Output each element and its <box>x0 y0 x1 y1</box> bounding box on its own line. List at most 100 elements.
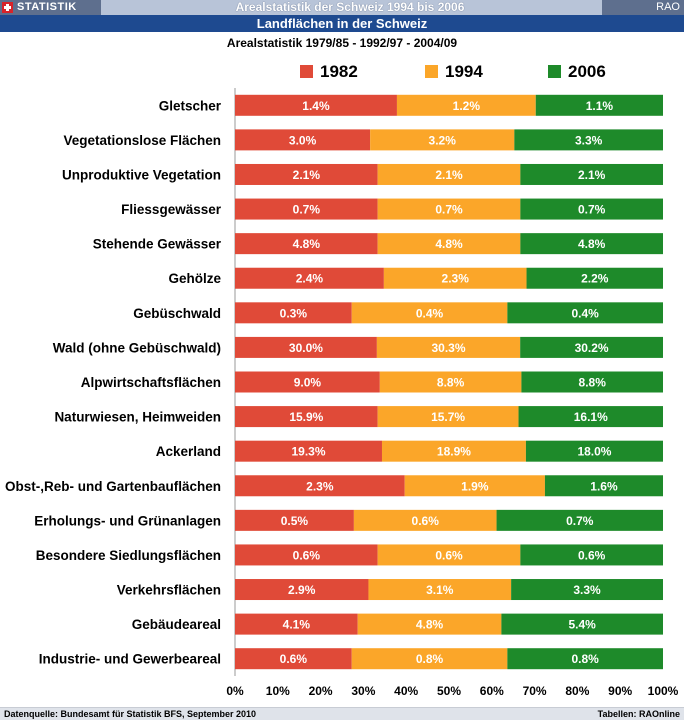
x-tick-label-10: 100% <box>648 684 679 698</box>
data-label-2006-9: 16.1% <box>574 410 608 424</box>
bar-segment-2006-13 <box>520 544 663 566</box>
bar-segment-2006-9 <box>518 406 663 428</box>
bar-segment-1982-3 <box>235 198 378 220</box>
category-label-5: Gehölze <box>168 271 221 286</box>
data-label-1994-8: 8.8% <box>437 376 465 390</box>
data-label-1982-15: 4.1% <box>283 618 311 632</box>
bar-segment-2006-11 <box>544 475 663 497</box>
data-label-2006-6: 0.4% <box>572 306 600 320</box>
data-label-1994-14: 3.1% <box>426 583 454 597</box>
category-label-8: Alpwirtschaftsflächen <box>81 375 221 390</box>
category-label-11: Obst-,Reb- und Gartenbauflächen <box>5 479 221 494</box>
category-label-13: Besondere Siedlungsflächen <box>36 548 221 563</box>
bar-segment-1994-13 <box>377 544 521 566</box>
chart-title: Arealstatistik 1979/85 - 1992/97 - 2004/… <box>226 36 458 50</box>
bar-segment-1994-15 <box>357 613 502 635</box>
category-label-3: Fliessgewässer <box>121 202 222 217</box>
legend-swatch-2006 <box>548 65 561 78</box>
data-label-1982-8: 9.0% <box>294 376 322 390</box>
category-label-0: Gletscher <box>159 98 222 113</box>
data-label-2006-5: 2.2% <box>581 272 609 286</box>
data-label-2006-15: 5.4% <box>569 618 597 632</box>
bar-segment-1994-7 <box>376 336 521 358</box>
top-bar: STATISTIK Arealstatistik der Schweiz 199… <box>0 0 684 15</box>
footer-credit: Tabellen: RAOnline <box>597 709 680 719</box>
bar-segment-1994-3 <box>377 198 521 220</box>
bar-segment-2006-1 <box>514 129 663 151</box>
bar-segment-1994-11 <box>404 475 545 497</box>
category-label-12: Erholungs- und Grünanlagen <box>34 513 221 528</box>
bar-segment-1982-13 <box>235 544 378 566</box>
x-tick-label-2: 20% <box>309 684 333 698</box>
bar-segment-1994-16 <box>351 648 508 670</box>
data-label-2006-16: 0.8% <box>572 652 600 666</box>
data-label-1994-9: 15.7% <box>431 410 465 424</box>
bar-segment-2006-7 <box>520 336 663 358</box>
category-label-7: Wald (ohne Gebüschwald) <box>53 340 221 355</box>
data-label-1994-5: 2.3% <box>442 272 470 286</box>
bar-segment-1982-7 <box>235 336 377 358</box>
rao-badge[interactable]: RAO <box>602 0 684 15</box>
bar-segment-1982-5 <box>235 267 384 289</box>
bar-segment-2006-15 <box>501 613 663 635</box>
data-label-2006-4: 4.8% <box>578 237 606 251</box>
data-label-1994-10: 18.9% <box>437 445 471 459</box>
bar-segment-2006-3 <box>520 198 663 220</box>
data-label-2006-10: 18.0% <box>577 445 611 459</box>
page-title: Arealstatistik der Schweiz 1994 bis 2006 <box>235 0 465 14</box>
bar-segment-1982-12 <box>235 509 354 531</box>
legend-label-1982: 1982 <box>320 62 358 81</box>
data-label-1982-4: 4.8% <box>293 237 321 251</box>
section-title: Landflächen in der Schweiz <box>0 15 684 32</box>
data-label-2006-11: 1.6% <box>590 479 618 493</box>
swiss-cross-icon <box>2 2 13 13</box>
brand-badge[interactable]: STATISTIK <box>0 0 101 15</box>
bar-segment-1982-10 <box>235 440 382 462</box>
category-label-6: Gebüschwald <box>133 306 221 321</box>
bar-segment-1994-9 <box>377 406 519 428</box>
bar-segment-1982-15 <box>235 613 358 635</box>
category-label-10: Ackerland <box>156 444 221 459</box>
bar-segment-1994-2 <box>377 163 521 185</box>
bar-segment-2006-16 <box>507 648 663 670</box>
data-label-1994-16: 0.8% <box>416 652 444 666</box>
bar-segment-1982-2 <box>235 163 378 185</box>
legend-label-2006: 2006 <box>568 62 606 81</box>
x-tick-label-1: 10% <box>266 684 290 698</box>
bar-segment-1994-4 <box>377 233 521 255</box>
data-label-1994-2: 2.1% <box>435 168 463 182</box>
data-label-1982-3: 0.7% <box>293 203 321 217</box>
data-label-2006-12: 0.7% <box>566 514 594 528</box>
data-label-2006-3: 0.7% <box>578 203 606 217</box>
bar-segment-1994-1 <box>370 129 515 151</box>
data-label-1982-12: 0.5% <box>281 514 309 528</box>
data-label-1994-4: 4.8% <box>435 237 463 251</box>
data-label-1982-5: 2.4% <box>296 272 324 286</box>
bar-segment-1994-14 <box>368 579 512 601</box>
bar-segment-1982-4 <box>235 233 378 255</box>
data-label-1994-0: 1.2% <box>453 99 481 113</box>
x-tick-label-4: 40% <box>394 684 418 698</box>
brand-label: STATISTIK <box>17 1 77 13</box>
data-label-2006-13: 0.6% <box>578 548 606 562</box>
bar-segment-1982-6 <box>235 302 352 324</box>
data-label-1994-3: 0.7% <box>435 203 463 217</box>
data-label-2006-0: 1.1% <box>586 99 614 113</box>
category-label-15: Gebäudeareal <box>132 617 221 632</box>
legend-label-1994: 1994 <box>445 62 483 81</box>
legend-swatch-1994 <box>425 65 438 78</box>
data-label-2006-1: 3.3% <box>575 133 603 147</box>
data-label-2006-7: 30.2% <box>575 341 609 355</box>
data-label-1994-12: 0.6% <box>412 514 440 528</box>
x-tick-label-5: 50% <box>437 684 461 698</box>
data-label-1982-9: 15.9% <box>289 410 323 424</box>
bar-segment-1994-6 <box>351 302 508 324</box>
data-label-1994-1: 3.2% <box>429 133 457 147</box>
bar-segment-1994-5 <box>383 267 527 289</box>
bar-segment-2006-10 <box>525 440 663 462</box>
bar-segment-1982-16 <box>235 648 352 670</box>
data-label-1994-6: 0.4% <box>416 306 444 320</box>
x-tick-label-0: 0% <box>226 684 244 698</box>
category-label-1: Vegetationslose Flächen <box>63 133 221 148</box>
category-label-14: Verkehrsflächen <box>117 583 221 598</box>
